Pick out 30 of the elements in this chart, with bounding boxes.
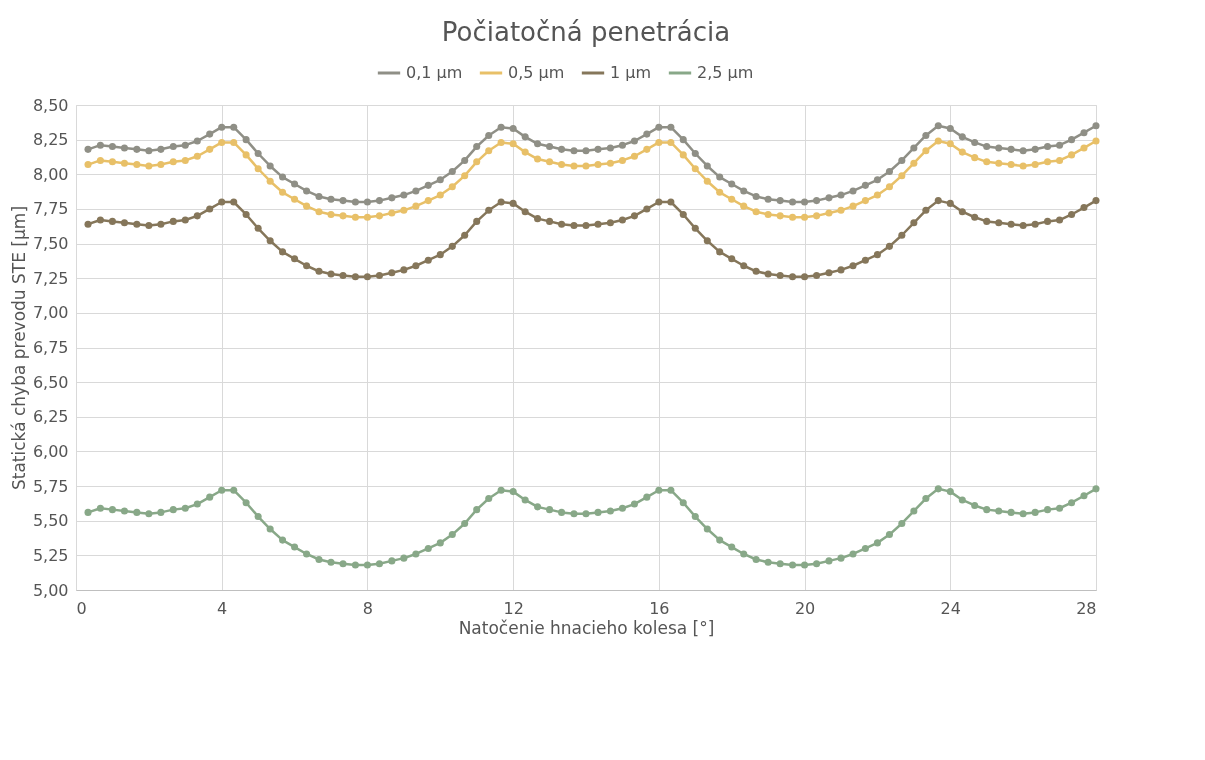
x-tick-label: 0 [76, 598, 87, 618]
legend-label: 0,1 µm [406, 63, 463, 82]
x-tick-label: 24 [940, 598, 961, 618]
y-tick-label: 6,00 [32, 441, 69, 461]
legend-label: 0,5 µm [508, 63, 565, 82]
y-tick-label: 7,25 [32, 268, 69, 288]
y-tick-label: 8,25 [32, 130, 69, 150]
chart-title: Počiatočná penetrácia [441, 17, 731, 47]
y-tick-label: 8,00 [32, 164, 69, 184]
y-axis-title: Statická chyba prevodu STE [µm] [8, 205, 29, 491]
y-tick-label: 6,75 [32, 338, 69, 357]
x-tick-label: 4 [217, 598, 228, 618]
y-tick-label: 5,75 [32, 476, 69, 496]
y-tick-label: 6,25 [32, 407, 69, 427]
y-tick-label: 7,50 [32, 234, 69, 254]
legend-label: 1 µm [610, 63, 652, 82]
y-tick-label: 7,75 [32, 199, 69, 219]
x-tick-label: 28 [1076, 598, 1097, 618]
x-tick-label: 20 [794, 598, 816, 618]
legend-label: 2,5 µm [697, 63, 754, 82]
y-tick-label: 8,50 [32, 95, 69, 115]
x-axis-title: Natočenie hnacieho kolesa [°] [458, 617, 715, 638]
y-tick-label: 6,50 [32, 372, 69, 392]
x-tick-label: 16 [649, 598, 670, 618]
y-tick-label: 5,25 [32, 545, 69, 565]
y-tick-label: 5,50 [32, 511, 69, 531]
x-tick-label: 8 [362, 598, 374, 618]
x-tick-label: 12 [503, 598, 524, 618]
y-tick-label: 7,00 [32, 303, 69, 323]
y-tick-label: 5,00 [32, 580, 69, 600]
